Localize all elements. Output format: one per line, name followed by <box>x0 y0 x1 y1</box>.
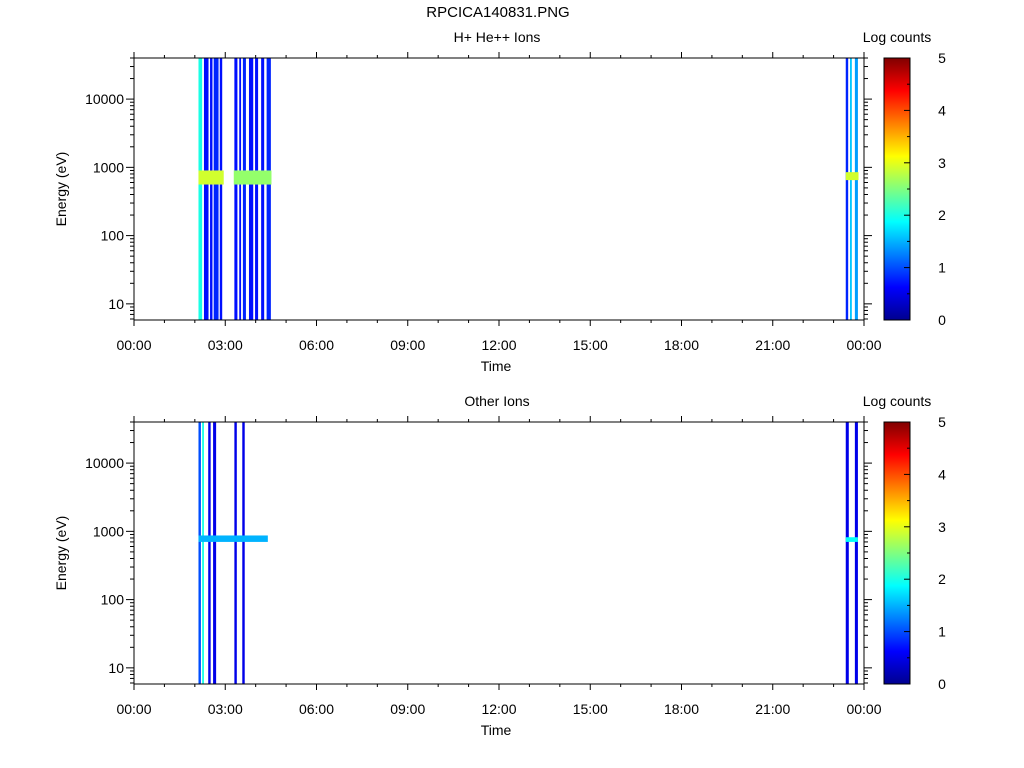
x-tick-label: 09:00 <box>390 337 425 353</box>
y-tick-label: 100 <box>101 592 125 608</box>
x-tick-label: 03:00 <box>208 337 243 353</box>
x-tick-label: 18:00 <box>664 337 699 353</box>
panel-h-he-ions: H+ He++ Ions Log counts Energy (eV) Time… <box>53 29 946 374</box>
colorbar-tick-label: 2 <box>938 207 946 223</box>
spectrogram-band <box>845 58 849 320</box>
y-axis-label: Energy (eV) <box>53 516 69 591</box>
y-tick-label: 10000 <box>85 455 124 471</box>
y-tick-label: 10000 <box>85 91 124 107</box>
heatmap-area <box>198 422 858 684</box>
y-tick-label: 10 <box>108 296 124 312</box>
colorbar-tick-label: 4 <box>938 466 946 482</box>
y-tick-label: 100 <box>101 228 125 244</box>
spectrogram-band <box>266 58 271 320</box>
panel-title: Other Ions <box>464 393 529 409</box>
x-tick-label: 12:00 <box>481 701 516 717</box>
spectrogram-band <box>854 58 858 320</box>
colorbar-tick-label: 0 <box>938 312 946 328</box>
x-axis-label: Time <box>481 722 512 738</box>
colorbar-tick-label: 3 <box>938 155 946 171</box>
panel-other-ions: Other Ions Log counts Energy (eV) Time 0… <box>53 393 946 738</box>
spectrogram-band <box>210 58 213 320</box>
colorbar-tick-label: 3 <box>938 519 946 535</box>
colorbar-tick-label: 4 <box>938 102 946 118</box>
spectrogram-band <box>234 422 237 684</box>
spectrogram-band <box>213 58 219 320</box>
x-tick-label: 00:00 <box>846 701 881 717</box>
figure-title: RPCICA140831.PNG <box>426 4 570 21</box>
spectrogram-band <box>242 422 245 684</box>
colorbar-label: Log counts <box>863 393 932 409</box>
axes: 00:00 03:00 06:00 09:00 12:00 15:00 18:00 21:00… <box>85 52 882 353</box>
energy-peak <box>233 170 272 185</box>
spectrogram-band <box>854 422 858 684</box>
panel-title: H+ He++ Ions <box>454 29 541 45</box>
x-tick-label: 00:00 <box>116 701 151 717</box>
colorbar: 0 1 2 3 4 5 <box>883 50 946 328</box>
x-tick-label: 15:00 <box>573 337 608 353</box>
colorbar-tick-label: 1 <box>938 260 946 276</box>
spectrogram-band <box>242 58 246 320</box>
colorbar-gradient <box>883 421 911 685</box>
colorbar-label: Log counts <box>863 29 932 45</box>
spectrogram-band <box>845 422 849 684</box>
spectrogram-band <box>198 422 201 684</box>
spectrogram-band <box>248 58 254 320</box>
energy-peak <box>198 170 224 185</box>
spectrogram-band <box>202 422 204 684</box>
spectrogram-band <box>239 58 242 320</box>
x-tick-label: 12:00 <box>481 337 516 353</box>
energy-peak <box>845 537 858 542</box>
x-axis-label: Time <box>481 358 512 374</box>
spectrogram-band <box>255 58 259 320</box>
spectrogram-band <box>219 58 223 320</box>
x-tick-label: 06:00 <box>299 337 334 353</box>
energy-peak <box>198 535 268 542</box>
colorbar: 0 1 2 3 4 5 <box>883 414 946 692</box>
spectrogram-band <box>234 58 238 320</box>
spectrogram-band <box>208 422 211 684</box>
axes: 00:00 03:00 06:00 09:00 12:00 15:00 18:00 21:00… <box>85 416 882 717</box>
spectrogram-band <box>198 58 203 320</box>
spectrogram-band <box>850 58 852 320</box>
x-tick-label: 00:00 <box>846 337 881 353</box>
x-tick-label: 15:00 <box>573 701 608 717</box>
colorbar-tick-label: 5 <box>938 414 946 430</box>
spectrogram-band <box>261 58 265 320</box>
x-tick-label: 09:00 <box>390 701 425 717</box>
x-tick-label: 21:00 <box>755 337 790 353</box>
spectrogram-band <box>203 58 209 320</box>
colorbar-tick-label: 1 <box>938 624 946 640</box>
y-tick-label: 1000 <box>93 523 124 539</box>
y-axis-label: Energy (eV) <box>53 152 69 227</box>
heatmap-area <box>198 58 859 320</box>
colorbar-tick-label: 2 <box>938 571 946 587</box>
colorbar-tick-label: 5 <box>938 50 946 66</box>
x-tick-label: 06:00 <box>299 701 334 717</box>
x-tick-label: 03:00 <box>208 701 243 717</box>
energy-peak <box>845 172 859 181</box>
spectrogram-band <box>213 422 217 684</box>
colorbar-tick-label: 0 <box>938 676 946 692</box>
y-tick-label: 1000 <box>93 159 124 175</box>
x-tick-label: 21:00 <box>755 701 790 717</box>
x-tick-label: 18:00 <box>664 701 699 717</box>
x-tick-label: 00:00 <box>116 337 151 353</box>
colorbar-gradient <box>883 57 911 321</box>
y-tick-label: 10 <box>108 660 124 676</box>
